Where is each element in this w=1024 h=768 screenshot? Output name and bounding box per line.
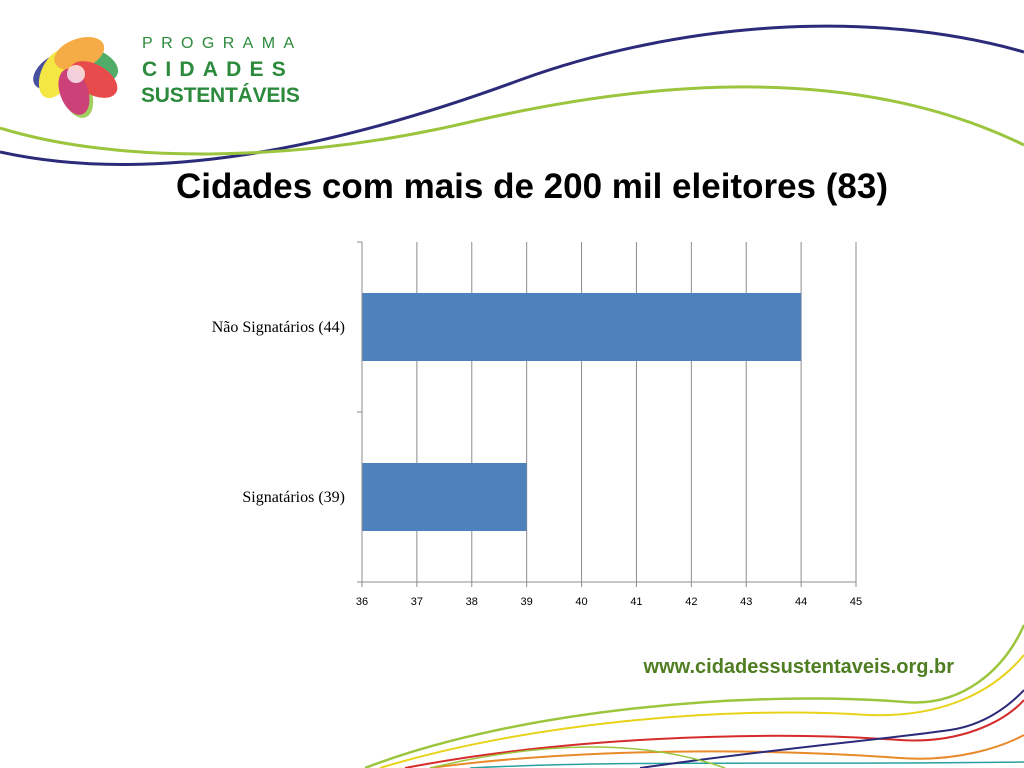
footer-website-link[interactable]: www.cidadessustentaveis.org.br <box>643 656 954 678</box>
x-tick-label: 39 <box>521 596 533 608</box>
logo-text-cidades: CIDADES <box>142 58 294 81</box>
bar <box>362 293 802 361</box>
x-tick-label: 45 <box>850 596 862 608</box>
x-tick-label: 37 <box>411 596 423 608</box>
x-tick-label: 44 <box>795 596 807 608</box>
flower-logo-icon <box>33 36 119 118</box>
chart-bars <box>362 293 802 531</box>
program-logo: PROGRAMA CIDADES SUSTENTÁVEIS <box>22 24 312 124</box>
category-label: Signatários (39) <box>242 489 345 506</box>
x-tick-label: 40 <box>575 596 587 608</box>
category-label: Não Signatários (44) <box>212 319 345 336</box>
slide-title: Cidades com mais de 200 mil eleitores (8… <box>176 167 888 206</box>
x-tick-label: 38 <box>466 596 478 608</box>
chart-category-labels: Não Signatários (44) Signatários (39) <box>212 319 345 506</box>
logo-text-sustentaveis: SUSTENTÁVEIS <box>141 84 300 107</box>
bar <box>362 463 527 531</box>
x-tick-label: 42 <box>685 596 697 608</box>
logo-text-programa: PROGRAMA <box>142 35 303 52</box>
x-tick-label: 36 <box>356 596 368 608</box>
chart-tick-labels: 36 37 38 39 40 41 42 43 44 45 <box>356 596 862 608</box>
chart-axes <box>357 241 857 587</box>
x-tick-label: 41 <box>630 596 642 608</box>
x-tick-label: 43 <box>740 596 752 608</box>
